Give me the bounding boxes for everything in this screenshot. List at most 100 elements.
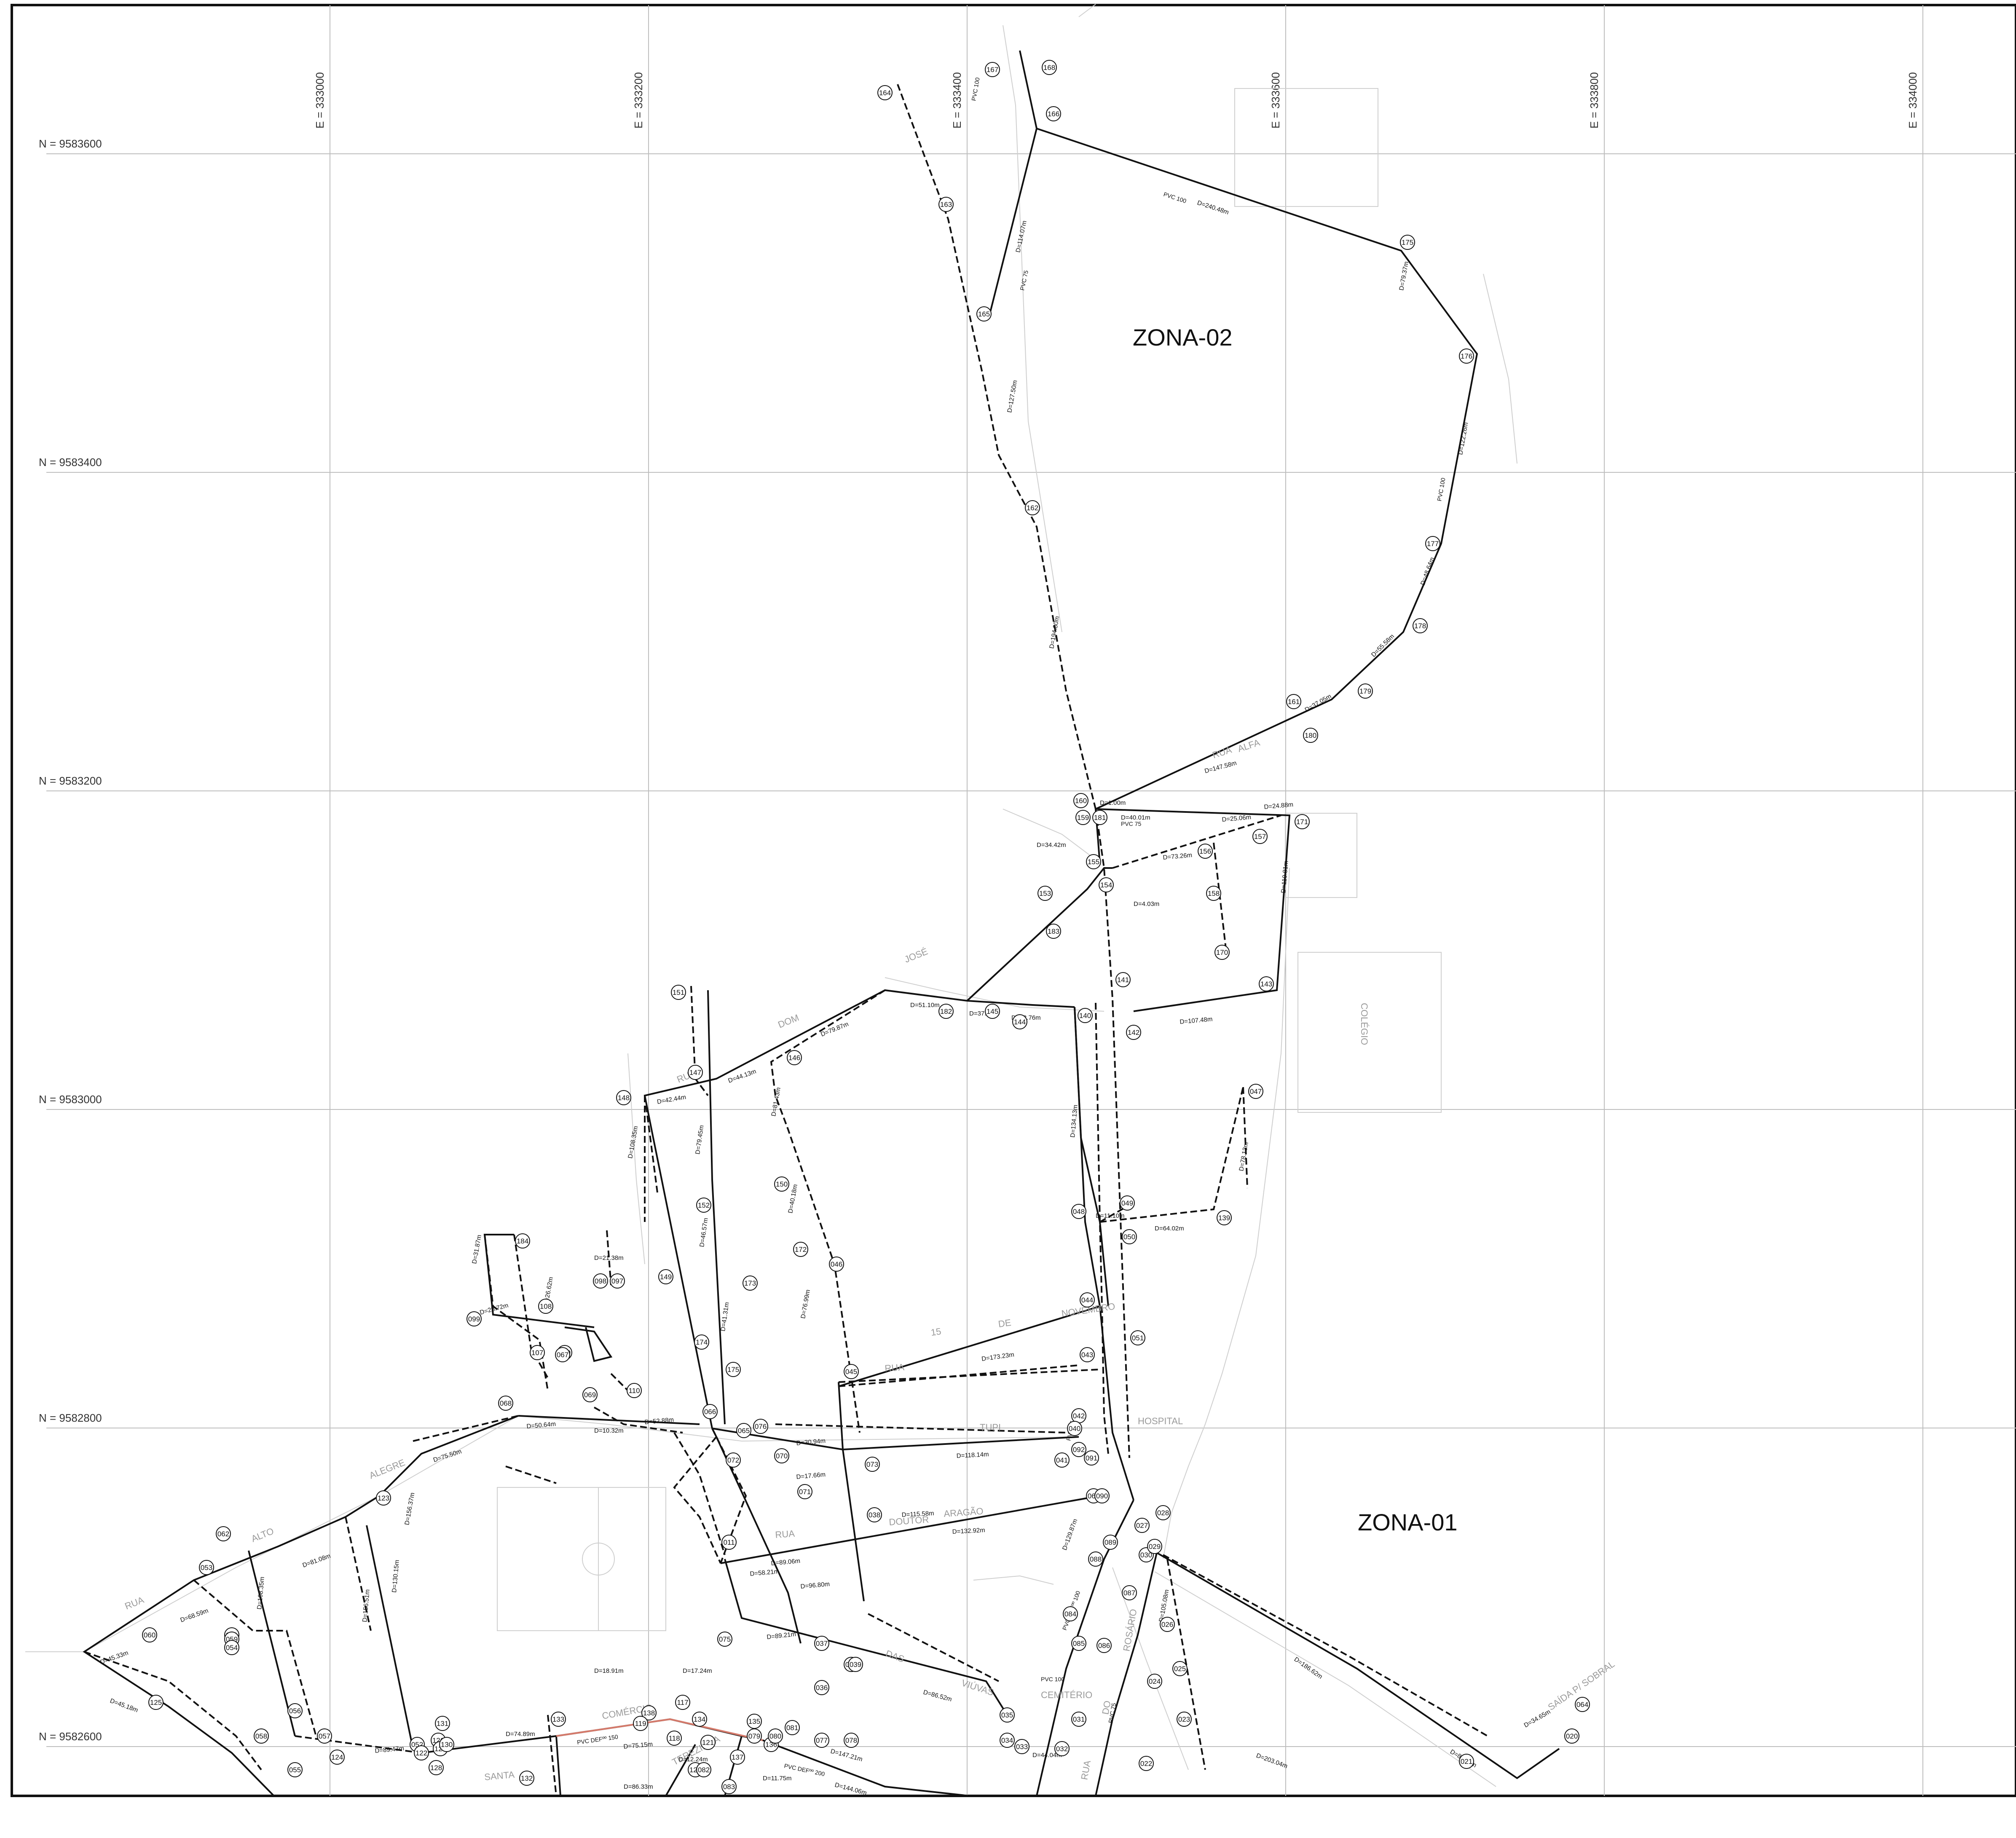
junction-node: 042	[1071, 1408, 1086, 1423]
junction-node: 031	[1071, 1712, 1086, 1727]
svg-text:057: 057	[319, 1732, 330, 1740]
distance-label: D=18.91m	[594, 1667, 624, 1675]
svg-text:068: 068	[500, 1399, 512, 1407]
distance-label: D=89.06m	[771, 1557, 801, 1567]
junction-node: 140	[1078, 1008, 1093, 1023]
svg-text:131: 131	[437, 1720, 448, 1728]
junction-node: 024	[1147, 1674, 1162, 1689]
junction-node: 081	[785, 1720, 800, 1735]
distance-label: D=110.81m	[1280, 860, 1290, 893]
distance-label: D=34.42m	[1037, 841, 1066, 849]
svg-text:056: 056	[289, 1707, 301, 1715]
junction-node: 142	[1126, 1025, 1141, 1040]
distance-label: D=4.03m	[1134, 900, 1159, 908]
distance-label: D=51.10m	[910, 1002, 940, 1009]
distance-label: D=41.31m	[719, 1302, 731, 1332]
junction-node: 072	[726, 1452, 741, 1468]
junction-node: 025	[1172, 1661, 1188, 1676]
street-label: HOSPITAL	[1138, 1416, 1183, 1426]
distance-label: D=79.87m	[820, 1021, 850, 1038]
svg-text:144: 144	[1014, 1018, 1026, 1026]
junction-node: 117	[675, 1695, 690, 1710]
pipe-spec-label: PVC DEFºº 150	[576, 1733, 619, 1746]
distance-label: D=11.10m	[1096, 1212, 1125, 1219]
junction-node: 011	[721, 1535, 737, 1550]
svg-text:121: 121	[702, 1739, 714, 1747]
svg-text:022: 022	[1140, 1760, 1152, 1768]
junction-node: 050	[1122, 1229, 1137, 1244]
svg-text:084: 084	[1064, 1610, 1076, 1618]
junction-node: 123	[376, 1490, 391, 1506]
junction-node: 178	[1413, 618, 1428, 633]
svg-text:032: 032	[1056, 1745, 1068, 1753]
svg-text:045: 045	[845, 1368, 857, 1376]
svg-text:054: 054	[226, 1644, 238, 1652]
svg-text:162: 162	[1027, 504, 1038, 512]
svg-text:077: 077	[816, 1736, 828, 1744]
distance-label: D=45.33m	[99, 1649, 129, 1666]
svg-text:175: 175	[1402, 238, 1413, 246]
svg-text:159: 159	[1077, 814, 1089, 822]
svg-text:092: 092	[1073, 1446, 1085, 1454]
junction-node: 073	[865, 1457, 880, 1472]
svg-text:166: 166	[1048, 110, 1059, 118]
junction-node: 152	[696, 1198, 711, 1213]
distance-label: D=48.64m	[1419, 556, 1436, 586]
junction-node: 107	[530, 1345, 545, 1360]
distance-label: D=147.58m	[1204, 759, 1238, 775]
svg-text:158: 158	[1208, 890, 1220, 898]
junction-node: 037	[814, 1636, 829, 1651]
street-label: DO	[1100, 1700, 1113, 1715]
distance-label: D=68.59m	[180, 1607, 209, 1624]
distance-label: D=134.13m	[1069, 1104, 1079, 1138]
junction-node: 064	[1575, 1697, 1590, 1712]
north-label-4: N = 9582800	[39, 1412, 102, 1424]
svg-text:149: 149	[660, 1273, 672, 1281]
svg-text:174: 174	[696, 1338, 708, 1346]
svg-text:086: 086	[1098, 1642, 1110, 1650]
junction-node: 171	[1295, 814, 1310, 829]
svg-text:124: 124	[331, 1753, 343, 1761]
svg-text:175: 175	[727, 1366, 739, 1374]
east-label-0: E = 333000	[314, 72, 326, 129]
svg-text:089: 089	[1105, 1538, 1116, 1546]
svg-text:047: 047	[1250, 1088, 1262, 1096]
junction-node: 043	[1080, 1347, 1095, 1362]
svg-text:150: 150	[776, 1180, 788, 1188]
junction-node: 020	[1564, 1728, 1579, 1744]
svg-text:107: 107	[531, 1349, 543, 1357]
distance-label: D=147.21m	[830, 1747, 863, 1763]
junction-node: 080	[768, 1728, 783, 1744]
svg-text:167: 167	[987, 66, 998, 74]
distance-label: D=107.48m	[1180, 1015, 1213, 1026]
junction-node: 160	[1073, 793, 1088, 808]
junction-node: 028	[1155, 1505, 1171, 1520]
junction-node: 041	[1054, 1452, 1070, 1468]
svg-text:027: 027	[1136, 1522, 1148, 1530]
distance-label: D=79.37m	[1398, 261, 1410, 291]
distance-label: D=89.47m	[375, 1745, 405, 1755]
junction-node: 175	[1400, 235, 1415, 250]
junction-node: 097	[610, 1273, 625, 1289]
svg-text:108: 108	[540, 1302, 552, 1310]
svg-text:011: 011	[723, 1538, 735, 1546]
junction-node: 047	[1248, 1084, 1263, 1099]
svg-text:090: 090	[1096, 1492, 1108, 1500]
junction-node: 076	[753, 1419, 768, 1434]
distance-label: D=45.18m	[109, 1697, 139, 1714]
junction-node: 180	[1303, 728, 1318, 743]
svg-text:133: 133	[552, 1715, 564, 1723]
pipe-spec-label: PVC 100	[1436, 477, 1447, 501]
junction-node: 032	[1054, 1741, 1070, 1756]
svg-text:156: 156	[1199, 847, 1211, 855]
junction-node: 124	[330, 1750, 345, 1765]
svg-text:080: 080	[769, 1732, 781, 1740]
junction-node: 175	[726, 1362, 741, 1377]
street-label: CEMITÉRIO	[1041, 1690, 1092, 1700]
svg-text:051: 051	[1132, 1334, 1144, 1342]
distance-label: D=12.24m	[678, 1756, 708, 1763]
svg-text:036: 036	[816, 1684, 828, 1692]
svg-text:053: 053	[201, 1564, 212, 1572]
junction-node: 151	[671, 985, 686, 1000]
svg-text:171: 171	[1296, 818, 1308, 826]
